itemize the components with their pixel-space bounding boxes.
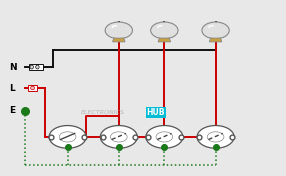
Polygon shape: [113, 38, 125, 42]
Circle shape: [151, 22, 178, 39]
Ellipse shape: [30, 65, 33, 69]
Ellipse shape: [31, 86, 35, 90]
Circle shape: [105, 22, 132, 39]
Circle shape: [197, 125, 234, 148]
Polygon shape: [158, 38, 171, 42]
Text: ELECTRONICS: ELECTRONICS: [81, 110, 125, 115]
FancyBboxPatch shape: [28, 85, 37, 91]
Circle shape: [202, 22, 229, 39]
Text: N: N: [9, 62, 17, 72]
Circle shape: [146, 125, 183, 148]
Text: HUB: HUB: [146, 108, 165, 117]
Polygon shape: [209, 38, 222, 42]
Text: E: E: [9, 106, 15, 115]
Text: L: L: [9, 83, 15, 93]
Ellipse shape: [36, 65, 39, 69]
Circle shape: [49, 125, 86, 148]
Circle shape: [100, 125, 137, 148]
FancyBboxPatch shape: [29, 64, 43, 70]
